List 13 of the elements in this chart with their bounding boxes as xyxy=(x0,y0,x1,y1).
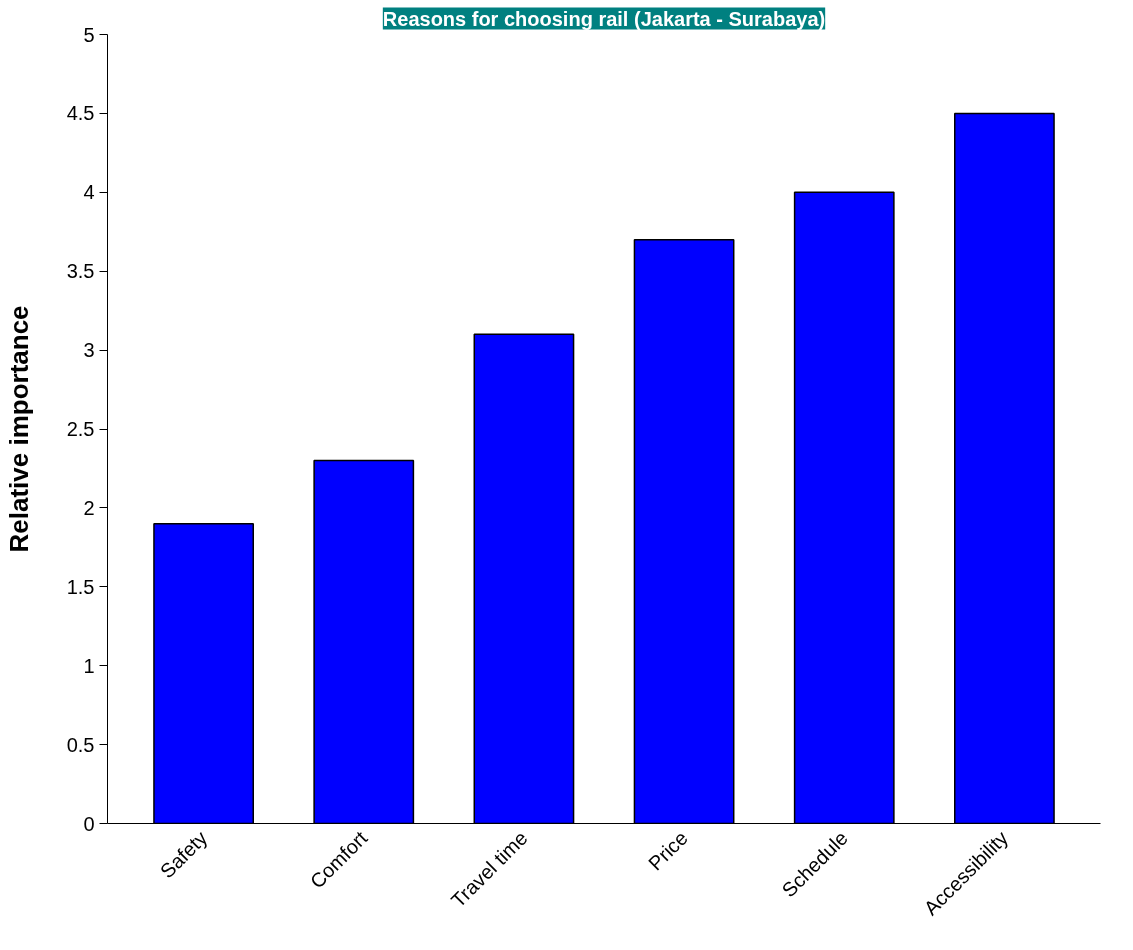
y-tick-label: 2 xyxy=(83,496,95,519)
chart-title: Reasons for choosing rail (Jakarta - Surabaya) xyxy=(382,7,826,30)
y-tick-label: 1 xyxy=(83,654,95,677)
y-tick-label: 0 xyxy=(83,812,95,835)
y-axis-title: Relative importance xyxy=(3,305,34,553)
y-tick-label: 5 xyxy=(83,23,95,46)
y-tick-label: 4 xyxy=(83,181,95,204)
y-tick-label: 2.5 xyxy=(66,418,95,440)
y-tick-label: 1.5 xyxy=(66,575,95,598)
y-tick-label: 3.5 xyxy=(66,260,95,283)
y-tick-label: 0.5 xyxy=(66,733,95,756)
y-tick-label: 3 xyxy=(83,339,95,362)
y-tick-label: 4.5 xyxy=(66,102,95,125)
